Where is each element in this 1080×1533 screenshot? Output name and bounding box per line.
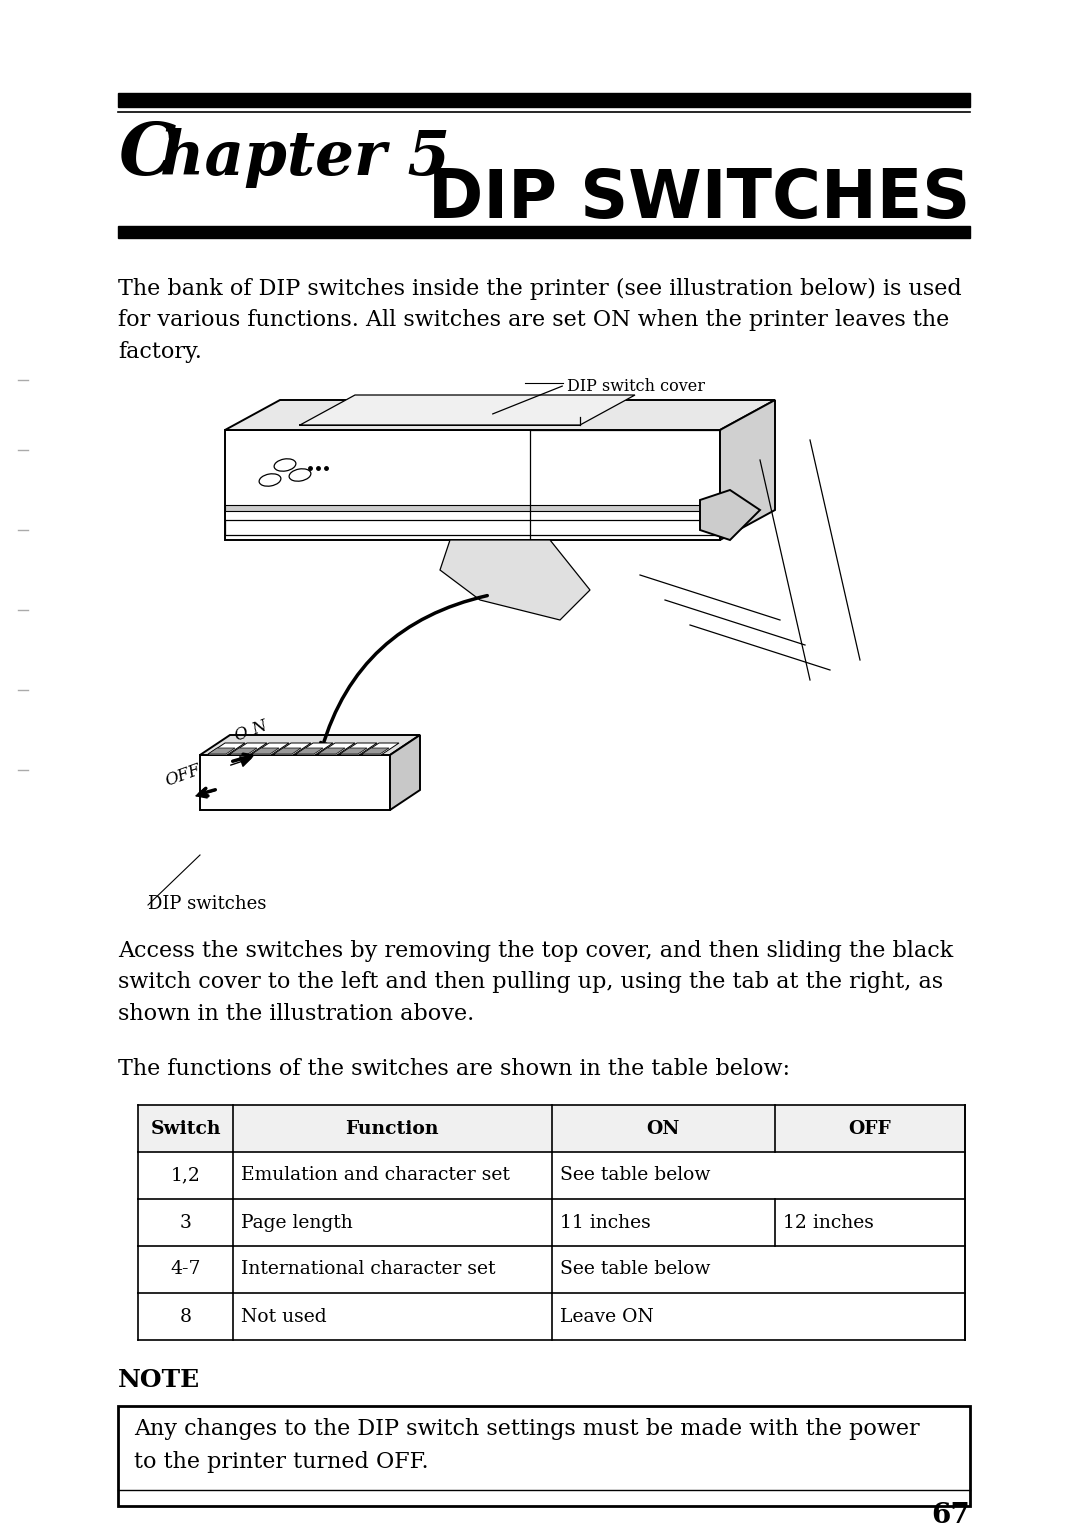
Polygon shape <box>295 744 333 754</box>
Text: Any changes to the DIP switch settings must be made with the power
to the printe: Any changes to the DIP switch settings m… <box>134 1418 920 1473</box>
Text: 12 inches: 12 inches <box>783 1214 874 1231</box>
Polygon shape <box>318 744 355 754</box>
Bar <box>138 1151 966 1199</box>
Polygon shape <box>361 744 399 754</box>
Polygon shape <box>390 734 420 809</box>
Bar <box>138 1199 966 1246</box>
Polygon shape <box>208 748 235 754</box>
Bar <box>138 1246 966 1292</box>
Polygon shape <box>300 396 635 425</box>
Bar <box>225 504 720 510</box>
Text: ON: ON <box>647 1119 679 1137</box>
Text: DIP switch cover: DIP switch cover <box>567 379 705 396</box>
Polygon shape <box>200 754 390 809</box>
Polygon shape <box>318 748 345 754</box>
Text: hapter 5: hapter 5 <box>160 127 450 189</box>
Text: The bank of DIP switches inside the printer (see illustration below) is used
for: The bank of DIP switches inside the prin… <box>118 277 962 363</box>
Text: DIP switches: DIP switches <box>148 895 267 914</box>
Text: Not used: Not used <box>241 1308 327 1326</box>
Polygon shape <box>251 744 289 754</box>
Text: Leave ON: Leave ON <box>559 1308 653 1326</box>
Bar <box>118 225 970 238</box>
Text: Page length: Page length <box>241 1214 353 1231</box>
Text: See table below: See table below <box>559 1167 710 1185</box>
Ellipse shape <box>274 458 296 471</box>
Polygon shape <box>296 748 323 754</box>
Polygon shape <box>225 400 775 429</box>
Polygon shape <box>200 734 420 754</box>
Text: Switch: Switch <box>150 1119 220 1137</box>
Text: International character set: International character set <box>241 1260 496 1279</box>
Text: 1,2: 1,2 <box>171 1167 201 1185</box>
Polygon shape <box>274 748 301 754</box>
Text: 3: 3 <box>179 1214 191 1231</box>
Polygon shape <box>225 520 720 535</box>
Text: Function: Function <box>346 1119 440 1137</box>
Polygon shape <box>207 744 245 754</box>
Polygon shape <box>273 744 311 754</box>
Text: OFF: OFF <box>163 762 203 789</box>
Bar <box>138 1292 966 1340</box>
Text: 8: 8 <box>179 1308 191 1326</box>
Text: DIP SWITCHES: DIP SWITCHES <box>428 166 970 231</box>
Text: O N: O N <box>233 717 270 745</box>
Text: 11 inches: 11 inches <box>559 1214 650 1231</box>
Polygon shape <box>340 748 367 754</box>
Text: C: C <box>118 120 175 190</box>
Polygon shape <box>362 748 389 754</box>
Bar <box>118 1406 970 1505</box>
Polygon shape <box>229 744 267 754</box>
Text: OFF: OFF <box>849 1119 891 1137</box>
Polygon shape <box>230 748 257 754</box>
Polygon shape <box>440 540 590 619</box>
Text: NOTE: NOTE <box>118 1367 200 1392</box>
Polygon shape <box>225 429 720 540</box>
Text: See table below: See table below <box>559 1260 710 1279</box>
Text: Emulation and character set: Emulation and character set <box>241 1167 510 1185</box>
Ellipse shape <box>289 469 311 481</box>
Polygon shape <box>700 491 760 540</box>
Text: The functions of the switches are shown in the table below:: The functions of the switches are shown … <box>118 1058 789 1081</box>
Text: 67: 67 <box>931 1502 970 1528</box>
Ellipse shape <box>259 474 281 486</box>
Polygon shape <box>339 744 377 754</box>
Text: 4-7: 4-7 <box>171 1260 201 1279</box>
Bar <box>118 94 970 107</box>
Text: Access the switches by removing the top cover, and then sliding the black
switch: Access the switches by removing the top … <box>118 940 954 1024</box>
Polygon shape <box>252 748 279 754</box>
Bar <box>138 1105 966 1151</box>
Polygon shape <box>720 400 775 540</box>
